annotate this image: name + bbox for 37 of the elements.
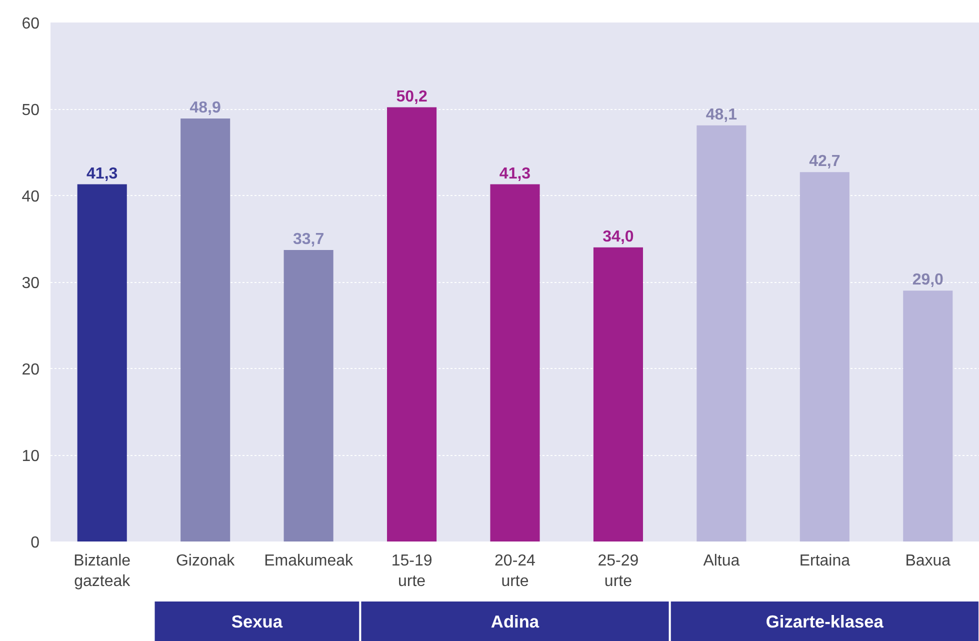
data-label: 34,0	[602, 228, 634, 246]
data-label: 29,0	[912, 272, 944, 289]
y-tick-label: 10	[22, 448, 40, 465]
y-tick-label: 40	[22, 188, 40, 206]
data-label: 48,9	[190, 100, 222, 117]
x-tick-label: Baxua	[905, 552, 951, 570]
x-tick-label: Gizonak	[176, 552, 236, 570]
bar	[387, 107, 437, 542]
x-tick-label: 15-19 urte	[391, 552, 432, 590]
bar	[490, 184, 540, 542]
bar	[180, 118, 230, 542]
bar	[800, 172, 850, 542]
x-tick-label: 25-29 urte	[598, 552, 639, 590]
text: Adina	[490, 612, 540, 632]
data-label: 33,7	[292, 230, 324, 248]
bar	[696, 125, 746, 542]
text: Sexua	[231, 612, 283, 632]
bar	[77, 184, 127, 542]
data-label: 41,3	[86, 165, 118, 182]
x-tick-label: Altua	[703, 552, 740, 570]
x-tick-label: 20-24 urte	[494, 552, 536, 590]
y-tick-label: 50	[22, 102, 40, 119]
y-tick-label: 0	[30, 534, 40, 552]
x-tick-label: Ertaina	[799, 552, 850, 570]
bar	[593, 247, 643, 542]
x-tick-label: Biztanle gazteak	[74, 552, 132, 590]
bar	[284, 250, 334, 542]
y-tick-label: 30	[22, 275, 40, 292]
bar	[903, 290, 953, 542]
data-label: 50,2	[396, 88, 428, 106]
data-label: 48,1	[706, 106, 738, 124]
y-tick-label: 60	[22, 16, 40, 32]
data-label: 42,7	[809, 153, 840, 170]
text: Gizarte-klasea	[766, 612, 884, 632]
x-tick-label: Emakumeak	[264, 552, 354, 570]
data-label: 41,3	[499, 165, 531, 182]
y-tick-label: 20	[22, 362, 40, 378]
